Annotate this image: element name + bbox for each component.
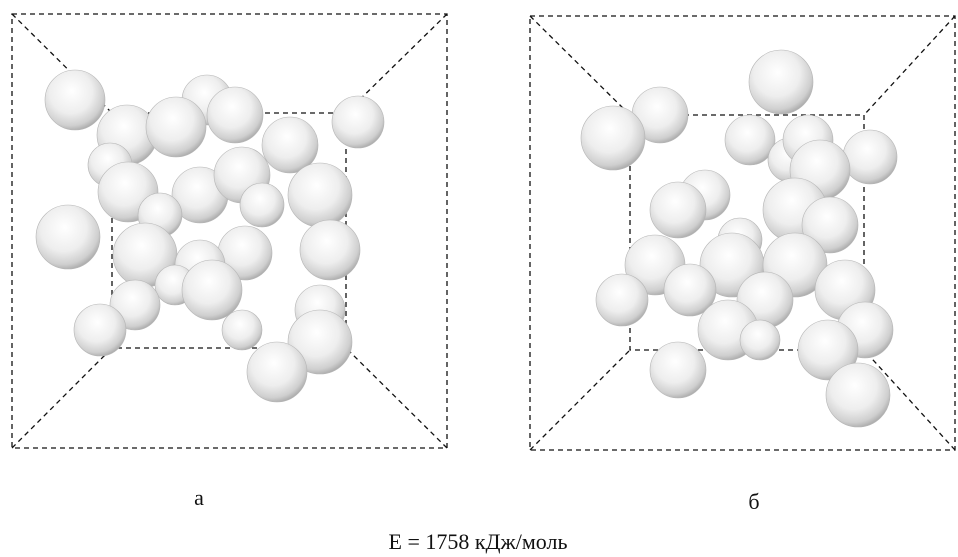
atom-sphere	[36, 205, 100, 269]
atom-sphere	[650, 342, 706, 398]
atom-sphere	[650, 182, 706, 238]
atom-sphere	[182, 260, 242, 320]
atom-sphere	[300, 220, 360, 280]
atom-sphere	[240, 183, 284, 227]
atom-sphere	[247, 342, 307, 402]
panel-a	[12, 14, 447, 448]
atom-sphere	[749, 50, 813, 114]
panel-b	[530, 16, 955, 450]
atom-sphere	[826, 363, 890, 427]
figure: а б E = 1758 кДж/моль	[0, 0, 958, 557]
atom-sphere	[596, 274, 648, 326]
atom-sphere	[843, 130, 897, 184]
atom-sphere	[725, 115, 775, 165]
panel-label: а	[194, 485, 204, 510]
atom-sphere	[222, 310, 262, 350]
atom-sphere	[146, 97, 206, 157]
atom-sphere	[74, 304, 126, 356]
atom-sphere	[288, 163, 352, 227]
atom-sphere	[740, 320, 780, 360]
atom-sphere	[581, 106, 645, 170]
panel-label: б	[748, 489, 759, 514]
atom-sphere	[207, 87, 263, 143]
caption: E = 1758 кДж/моль	[389, 529, 568, 554]
atom-sphere	[332, 96, 384, 148]
atom-sphere	[45, 70, 105, 130]
